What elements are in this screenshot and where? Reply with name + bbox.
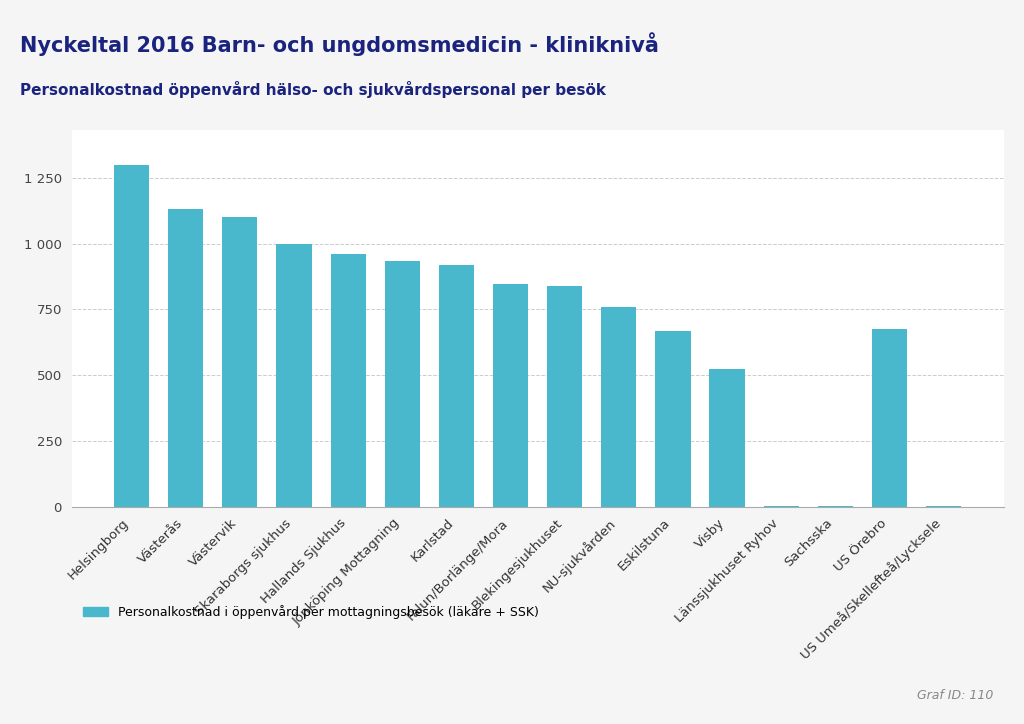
Text: Personalkostnad öppenvård hälso- och sjukvårdspersonal per besök: Personalkostnad öppenvård hälso- och sju…: [20, 81, 606, 98]
Bar: [276, 243, 311, 507]
Bar: [710, 369, 744, 507]
Bar: [385, 261, 420, 507]
Bar: [547, 286, 583, 507]
Legend: Personalkostnad i öppenvård per mottagningsbesök (läkare + SSK): Personalkostnad i öppenvård per mottagni…: [78, 599, 544, 623]
Bar: [168, 209, 204, 507]
Bar: [493, 284, 528, 507]
Bar: [114, 164, 150, 507]
Text: Graf ID: 110: Graf ID: 110: [916, 689, 993, 702]
Bar: [439, 264, 474, 507]
Bar: [871, 329, 907, 507]
Bar: [222, 217, 257, 507]
Text: Nyckeltal 2016 Barn- och ungdomsmedicin - kliniknivå: Nyckeltal 2016 Barn- och ungdomsmedicin …: [20, 33, 659, 56]
Bar: [601, 307, 636, 507]
Bar: [331, 254, 366, 507]
Bar: [655, 331, 690, 507]
